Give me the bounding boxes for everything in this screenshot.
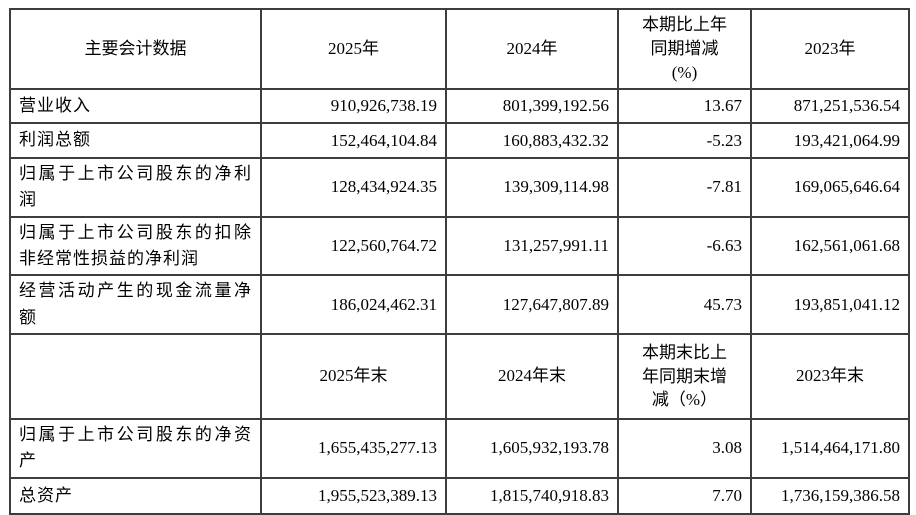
key-accounting-data-table: 主要会计数据 2025年 2024年 本期比上年 同期增减 (%) 2023年 … (9, 8, 910, 515)
value-2025: 1,955,523,389.13 (260, 476, 447, 515)
value-change: 7.70 (617, 476, 752, 515)
table-row-total-profit: 利润总额 152,464,104.84 160,883,432.32 -5.23… (9, 122, 910, 159)
value-change: -7.81 (617, 157, 752, 218)
row-label: 归属于上市公司股东的净资产 (9, 418, 262, 479)
value-2023: 871,251,536.54 (750, 88, 910, 124)
value-2023: 1,736,159,386.58 (750, 476, 910, 515)
value-change: 45.73 (617, 274, 752, 336)
table-row-net-profit-attributable: 归属于上市公司股东的净利润 128,434,924.35 139,309,114… (9, 157, 910, 218)
value-2024: 131,257,991.11 (445, 215, 619, 277)
value-2025: 128,434,924.35 (260, 157, 447, 218)
value-2025: 186,024,462.31 (260, 274, 447, 336)
header-end-change-percent: 本期末比上 年同期末增 减（%） (617, 333, 752, 421)
value-2024: 1,605,932,193.78 (445, 418, 619, 479)
header-blank-cell (9, 333, 262, 421)
value-2024: 801,399,192.56 (445, 88, 619, 124)
header-row-period-end: 2025年末 2024年末 本期末比上 年同期末增 减（%） 2023年末 (9, 333, 910, 421)
value-2024: 127,647,807.89 (445, 274, 619, 336)
header-year-2024: 2024年 (445, 8, 619, 90)
row-label: 总资产 (9, 476, 262, 515)
value-change: 3.08 (617, 418, 752, 479)
table-row-net-profit-excl-nonrecurring: 归属于上市公司股东的扣除非经常性损益的净利润 122,560,764.72 13… (9, 215, 910, 277)
row-label: 归属于上市公司股东的净利润 (9, 157, 262, 218)
value-2024: 160,883,432.32 (445, 122, 619, 159)
table-row-total-assets: 总资产 1,955,523,389.13 1,815,740,918.83 7.… (9, 476, 910, 515)
value-2025: 910,926,738.19 (260, 88, 447, 124)
header-end-2024: 2024年末 (445, 333, 619, 421)
table-row-net-assets-attributable: 归属于上市公司股东的净资产 1,655,435,277.13 1,605,932… (9, 418, 910, 479)
table-row-operating-revenue: 营业收入 910,926,738.19 801,399,192.56 13.67… (9, 88, 910, 124)
value-change: 13.67 (617, 88, 752, 124)
value-2024: 1,815,740,918.83 (445, 476, 619, 515)
row-label: 营业收入 (9, 88, 262, 124)
value-2025: 122,560,764.72 (260, 215, 447, 277)
value-change: -6.63 (617, 215, 752, 277)
header-yoy-change-percent: 本期比上年 同期增减 (%) (617, 8, 752, 90)
value-2024: 139,309,114.98 (445, 157, 619, 218)
row-label: 归属于上市公司股东的扣除非经常性损益的净利润 (9, 215, 262, 277)
value-2023: 162,561,061.68 (750, 215, 910, 277)
header-year-2023: 2023年 (750, 8, 910, 90)
value-2023: 193,851,041.12 (750, 274, 910, 336)
table-row-operating-cash-flow: 经营活动产生的现金流量净额 186,024,462.31 127,647,807… (9, 274, 910, 336)
value-2023: 169,065,646.64 (750, 157, 910, 218)
row-label: 利润总额 (9, 122, 262, 159)
header-row-period: 主要会计数据 2025年 2024年 本期比上年 同期增减 (%) 2023年 (9, 8, 910, 90)
header-metric-label: 主要会计数据 (9, 8, 262, 90)
value-2025: 152,464,104.84 (260, 122, 447, 159)
header-year-2025: 2025年 (260, 8, 447, 90)
header-end-2023: 2023年末 (750, 333, 910, 421)
header-end-2025: 2025年末 (260, 333, 447, 421)
value-2025: 1,655,435,277.13 (260, 418, 447, 479)
value-2023: 1,514,464,171.80 (750, 418, 910, 479)
value-2023: 193,421,064.99 (750, 122, 910, 159)
row-label: 经营活动产生的现金流量净额 (9, 274, 262, 336)
value-change: -5.23 (617, 122, 752, 159)
